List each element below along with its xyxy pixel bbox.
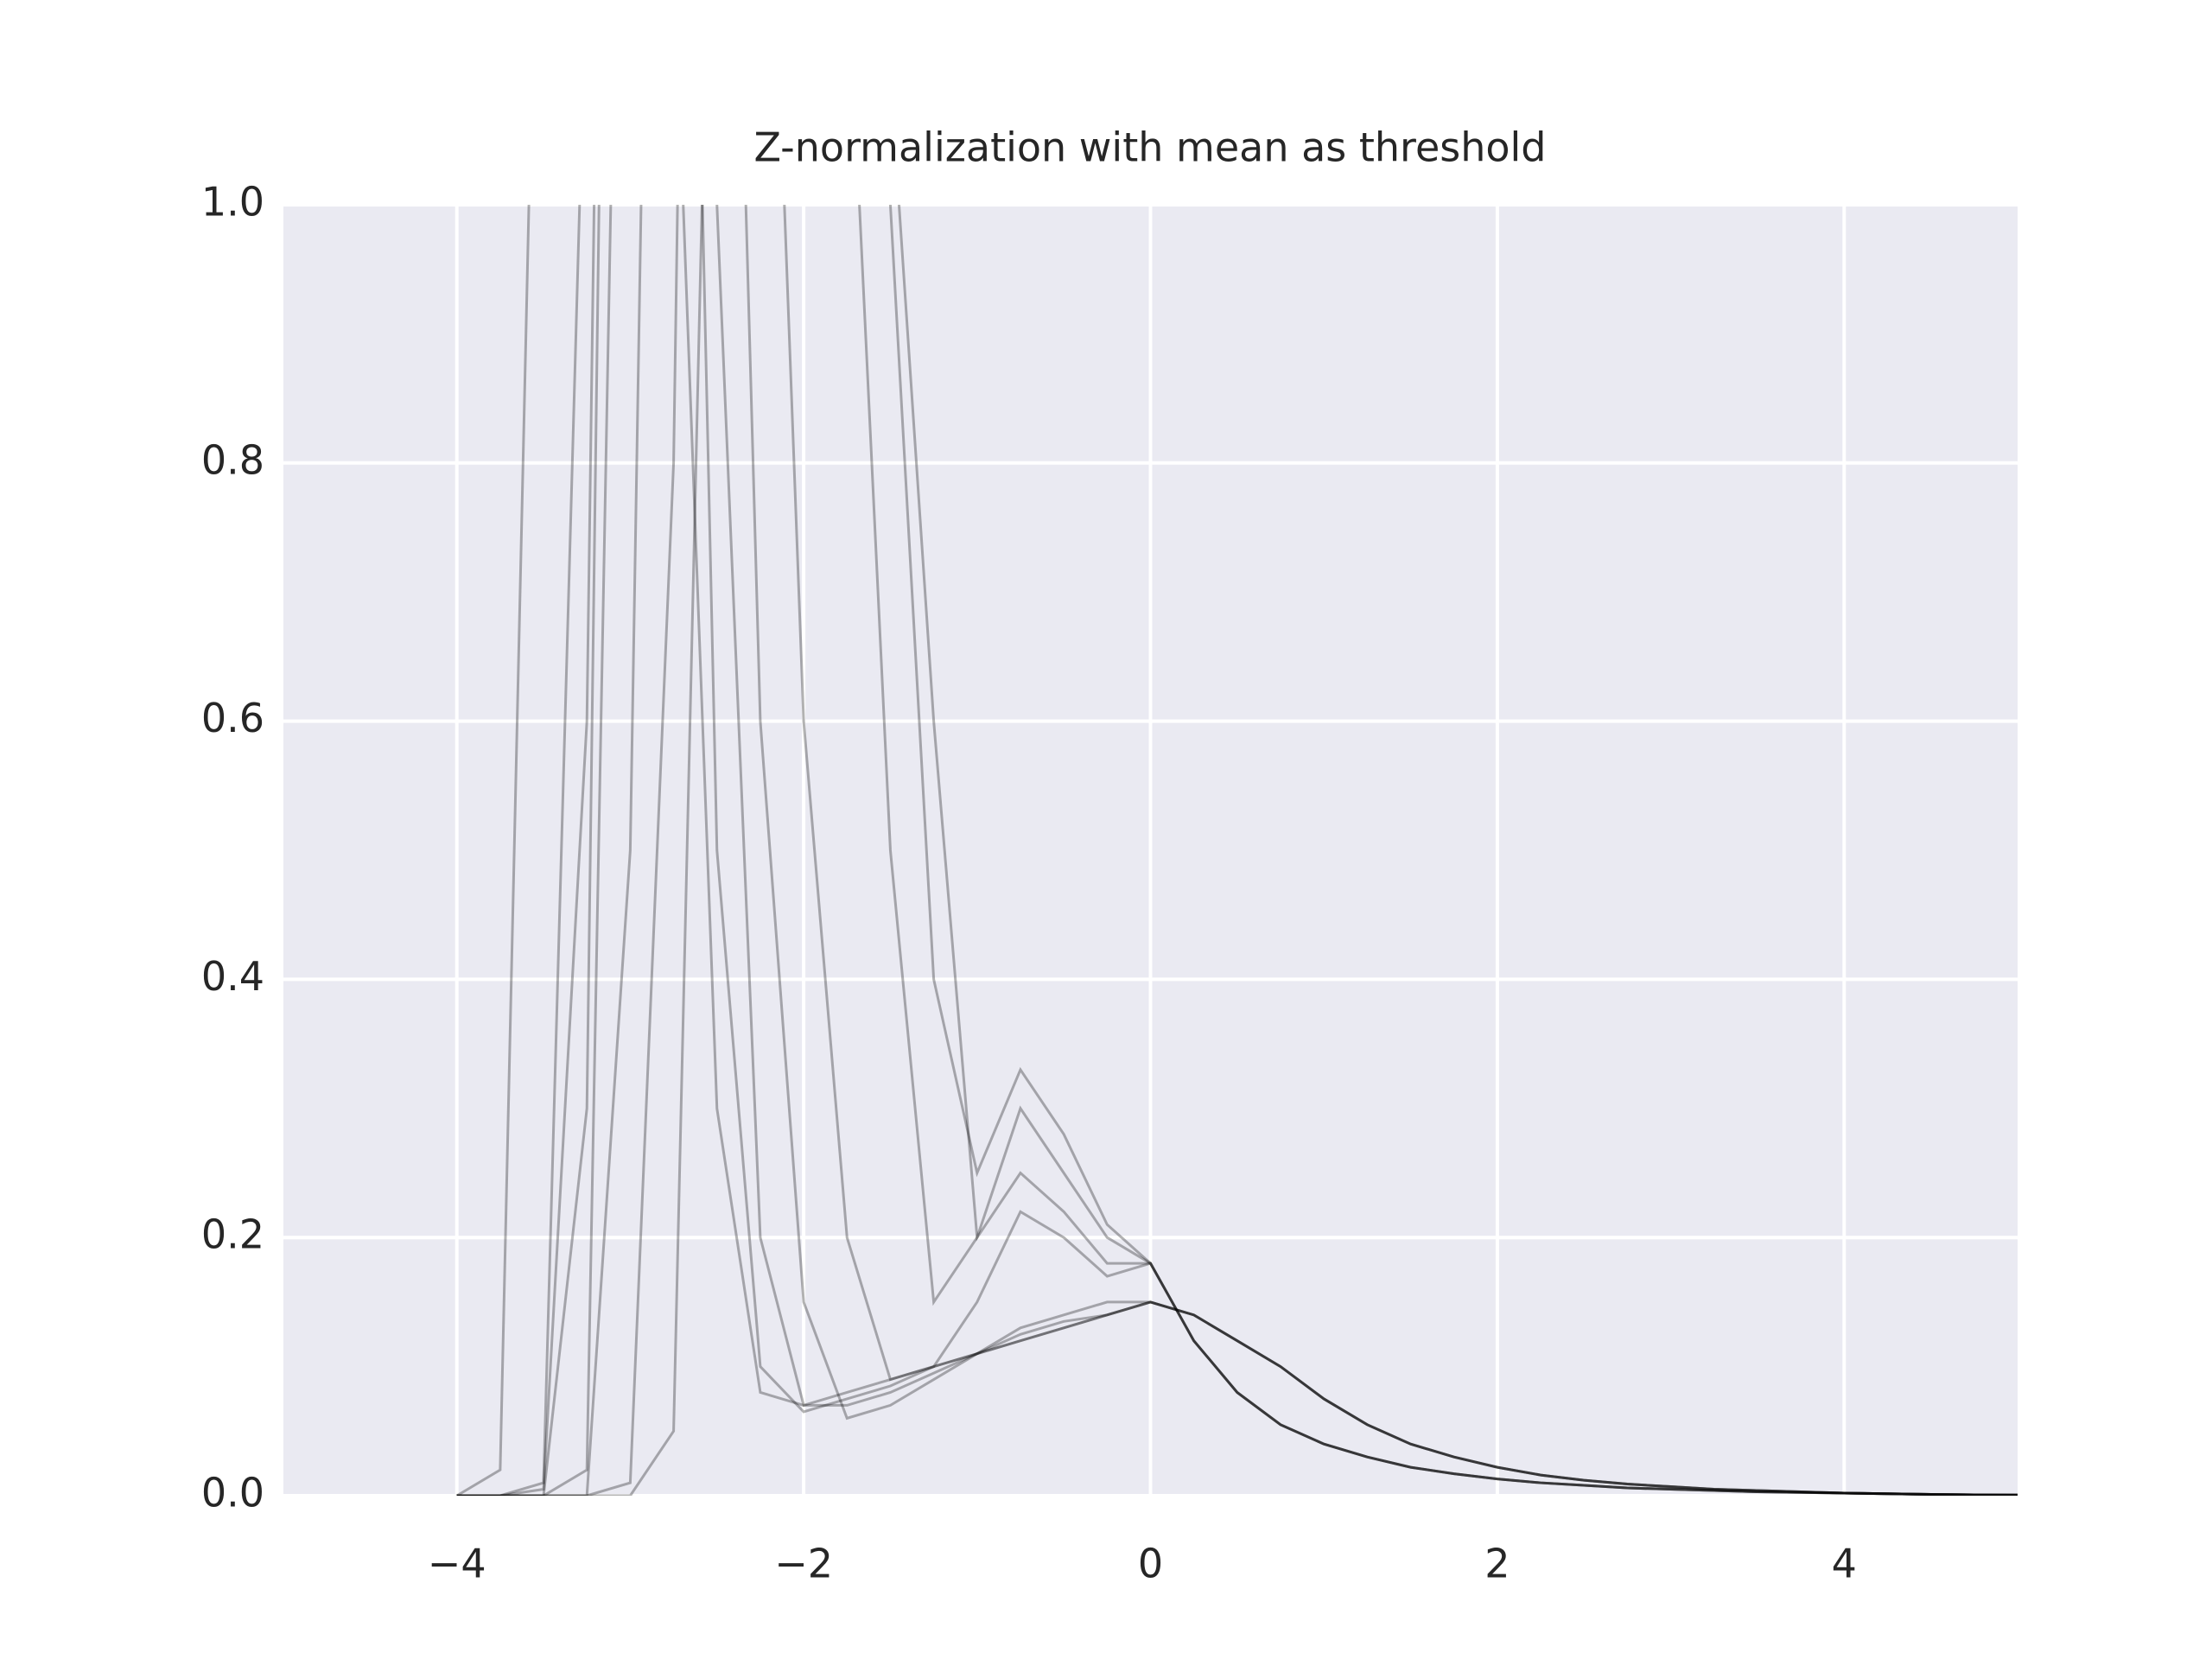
data-line bbox=[456, 205, 2018, 1496]
y-tick-label: 0.4 bbox=[201, 953, 264, 1000]
x-tick-label: 0 bbox=[1138, 1541, 1163, 1587]
data-line bbox=[456, 205, 2018, 1496]
x-tick-label: −2 bbox=[774, 1541, 833, 1587]
plot-lines bbox=[455, 205, 2018, 1496]
y-tick-label: 1.0 bbox=[201, 179, 264, 226]
x-tick-label: 2 bbox=[1484, 1541, 1510, 1587]
y-tick-label: 0.6 bbox=[201, 695, 264, 741]
x-tick-label: −4 bbox=[428, 1541, 486, 1587]
data-line bbox=[455, 205, 2018, 1496]
y-tick-label: 0.2 bbox=[201, 1211, 264, 1258]
x-tick-label: 4 bbox=[1832, 1541, 1857, 1587]
y-tick-label: 0.8 bbox=[201, 436, 264, 483]
data-line bbox=[456, 205, 2018, 1496]
chart-title: Z-normalization with mean as threshold bbox=[753, 124, 1546, 171]
data-line bbox=[456, 205, 2018, 1496]
data-line bbox=[456, 205, 2018, 1496]
data-line bbox=[456, 205, 2018, 1496]
y-tick-label: 0.0 bbox=[201, 1470, 264, 1516]
data-line bbox=[456, 205, 2018, 1496]
